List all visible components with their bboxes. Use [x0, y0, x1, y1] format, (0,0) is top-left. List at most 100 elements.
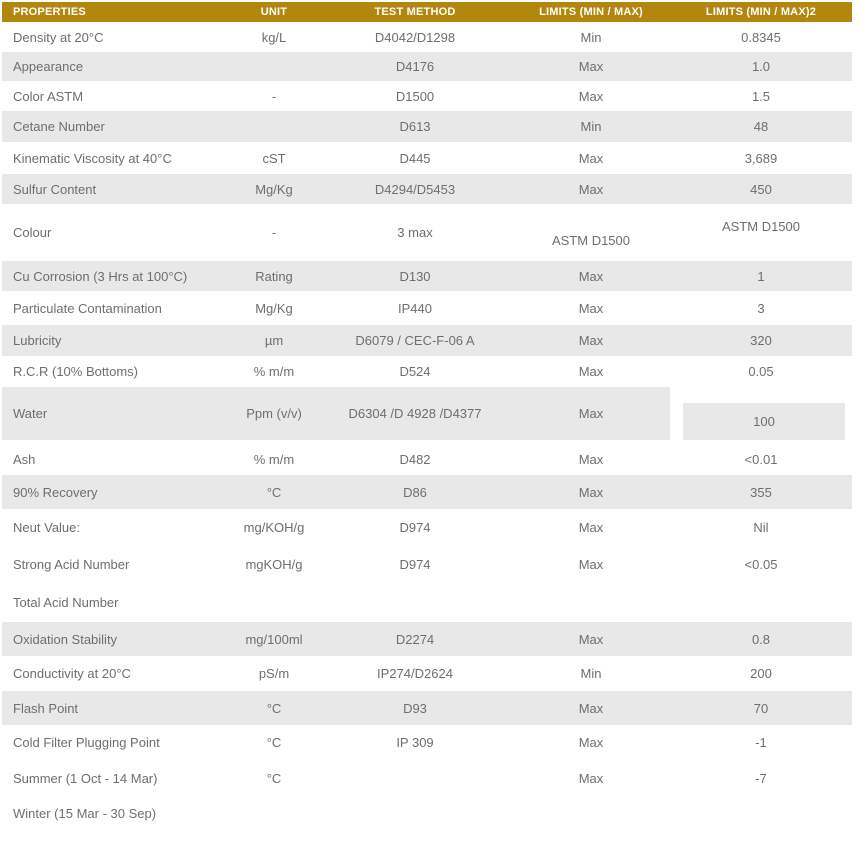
property-label: Oxidation Stability: [13, 631, 118, 647]
test-method-label: D524: [399, 364, 431, 379]
table-row: Colour - 3 max ASTM D1500 ASTM D1500: [2, 204, 852, 261]
unit-label: Mg/Kg: [255, 181, 293, 197]
cell-limit-value: 0.8345: [670, 22, 852, 52]
cell-test-method: D445: [318, 142, 512, 174]
limit-value-label: Nil: [753, 520, 769, 535]
limit-type-label: Max: [578, 520, 604, 535]
cell-limit-type: Max: [512, 691, 670, 725]
column-header-limits-min-max: LIMITS (MIN / MAX): [539, 6, 643, 18]
test-method-label: 3 max: [397, 225, 433, 240]
limit-type-label: Max: [578, 59, 604, 74]
test-method-label: D93: [403, 700, 427, 716]
unit-label: µm: [264, 333, 284, 348]
unit-label: Ppm (v/v): [246, 406, 302, 421]
cell-limit-type: Max: [512, 509, 670, 546]
column-header-unit: UNIT: [260, 6, 288, 18]
cell-limit-type: Max: [512, 622, 670, 656]
cell-unit: % m/m: [230, 443, 318, 475]
table-row: Particulate Contamination Mg/Kg IP440 Ma…: [2, 291, 852, 325]
test-method-label: D4176: [395, 59, 435, 74]
table-row: Cetane Number D613 Min 48: [2, 111, 852, 142]
cell-test-method: IP274/D2624: [318, 656, 512, 691]
cell-unit: pS/m: [230, 656, 318, 691]
table-row: Appearance D4176 Max 1.0: [2, 52, 852, 81]
property-label: Cu Corrosion (3 Hrs at 100°C): [13, 268, 188, 284]
property-label: Lubricity: [13, 333, 62, 348]
cell-unit: [230, 52, 318, 81]
test-method-label: D2274: [395, 631, 435, 647]
property-label: Total Acid Number: [13, 595, 119, 610]
cell-unit: [230, 796, 318, 830]
property-label: Neut Value:: [13, 520, 80, 535]
property-label: Cetane Number: [13, 119, 105, 134]
table-row: Water Ppm (v/v) D6304 /D 4928 /D4377 Max…: [2, 387, 852, 443]
limit-type-label: Max: [578, 364, 604, 379]
cell-limit-type: Max: [512, 387, 670, 440]
cell-property: Density at 20°C: [2, 22, 230, 52]
cell-limit-value: -1: [670, 725, 852, 760]
cell-unit: % m/m: [230, 356, 318, 387]
unit-label: kg/L: [261, 29, 287, 45]
unit-label: mg/100ml: [245, 631, 303, 647]
cell-property: R.C.R (10% Bottoms): [2, 356, 230, 387]
cell-property: Water: [2, 387, 230, 440]
fuel-spec-table: PROPERTIES UNIT TEST METHOD LIMITS (MIN …: [2, 2, 852, 830]
cell-limit-type: Max: [512, 81, 670, 111]
limit-value-label: 320: [750, 333, 772, 348]
unit-label: Mg/Kg: [255, 300, 293, 316]
cell-limit-value: 0.05: [670, 356, 852, 387]
table-row: Density at 20°C kg/L D4042/D1298 Min 0.8…: [2, 22, 852, 52]
cell-limit-type: [512, 796, 670, 830]
cell-property: Neut Value:: [2, 509, 230, 546]
cell-limit-value: 3,689: [670, 142, 852, 174]
property-label: Strong Acid Number: [13, 557, 130, 572]
cell-unit: mgKOH/g: [230, 546, 318, 583]
cell-unit: kg/L: [230, 22, 318, 52]
cell-unit: mg/KOH/g: [230, 509, 318, 546]
cell-limit-type: Max: [512, 261, 670, 291]
cell-test-method: D6304 /D 4928 /D4377: [318, 387, 512, 440]
property-label: Flash Point: [13, 700, 79, 716]
cell-test-method: D4294/D5453: [318, 174, 512, 204]
table-row: Sulfur Content Mg/Kg D4294/D5453 Max 450: [2, 174, 852, 204]
table-body: Density at 20°C kg/L D4042/D1298 Min 0.8…: [2, 22, 852, 830]
cell-limit-type: Max: [512, 475, 670, 509]
cell-test-method: D6079 / CEC-F-06 A: [318, 325, 512, 356]
cell-limit-type: Max: [512, 325, 670, 356]
cell-property: Appearance: [2, 52, 230, 81]
test-method-label: IP440: [398, 300, 432, 316]
cell-test-method: [318, 760, 512, 796]
test-method-label: D86: [403, 484, 427, 500]
cell-test-method: IP440: [318, 291, 512, 325]
limit-value-label: 0.8: [751, 631, 771, 647]
test-method-label: D482: [399, 451, 431, 467]
test-method-label: IP274/D2624: [377, 666, 453, 681]
table-row: Total Acid Number: [2, 583, 852, 622]
cell-limit-value: [670, 583, 852, 622]
table-row: Flash Point °C D93 Max 70: [2, 691, 852, 725]
limit-value-label: <0.05: [744, 557, 778, 572]
unit-label: cST: [262, 150, 286, 166]
cell-limit-value: ASTM D1500: [670, 204, 852, 261]
limit-type-label: Max: [578, 735, 604, 750]
cell-test-method: [318, 796, 512, 830]
property-label: Winter (15 Mar - 30 Sep): [13, 805, 157, 821]
test-method-label: IP 309: [396, 735, 434, 750]
cell-test-method: [318, 583, 512, 622]
cell-limit-value: 320: [670, 325, 852, 356]
limit-type-label: Max: [578, 181, 604, 197]
unit-label: °C: [266, 735, 282, 750]
cell-unit: mg/100ml: [230, 622, 318, 656]
cell-property: Particulate Contamination: [2, 291, 230, 325]
cell-limit-type: Min: [512, 22, 670, 52]
cell-property: Flash Point: [2, 691, 230, 725]
property-label: R.C.R (10% Bottoms): [13, 364, 138, 379]
cell-unit: Mg/Kg: [230, 291, 318, 325]
limit-value-label: ASTM D1500: [721, 219, 801, 234]
table-row: Oxidation Stability mg/100ml D2274 Max 0…: [2, 622, 852, 656]
cell-limit-type: ASTM D1500: [512, 204, 670, 261]
cell-property: Strong Acid Number: [2, 546, 230, 583]
limit-value-label: 70: [753, 700, 769, 716]
test-method-label: D613: [399, 119, 431, 134]
cell-property: Summer (1 Oct - 14 Mar): [2, 760, 230, 796]
